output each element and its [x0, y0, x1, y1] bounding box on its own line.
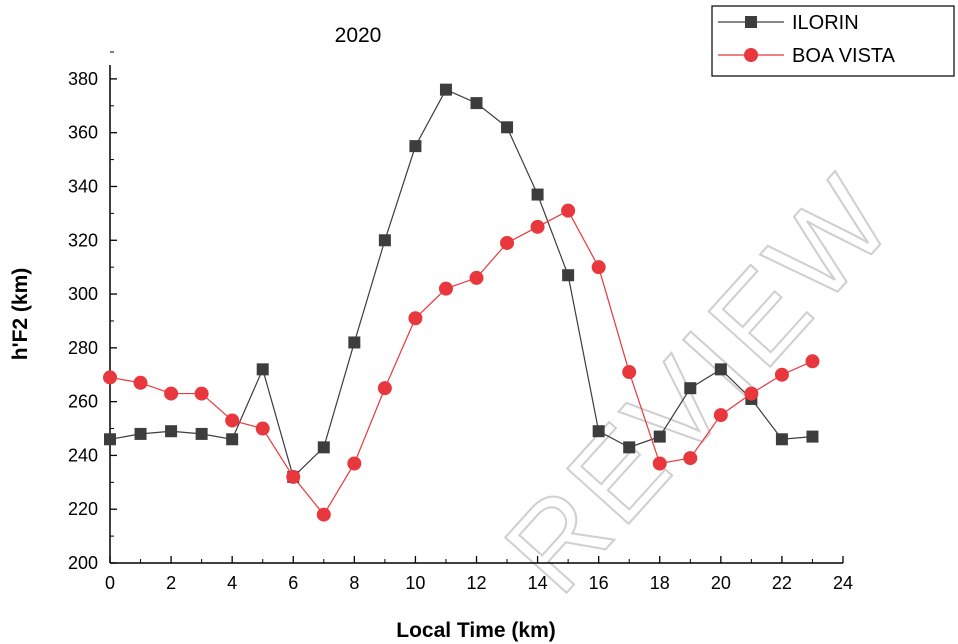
data-point: [256, 363, 269, 376]
x-ticks: 0 2 4 6 8 10 12 14 16 18 20 22 24: [105, 556, 853, 593]
data-point: [194, 386, 209, 401]
data-point: [348, 336, 361, 349]
series-layer: [103, 83, 820, 522]
y-tick-label: 340: [68, 176, 98, 196]
data-point: [713, 408, 728, 423]
y-tick-label: 360: [68, 123, 98, 143]
data-point: [714, 363, 727, 376]
data-point: [561, 203, 576, 218]
data-point: [592, 425, 605, 438]
data-point: [409, 140, 422, 153]
data-point: [164, 386, 179, 401]
data-point: [408, 311, 423, 326]
data-point: [683, 451, 698, 466]
legend: ILORIN BOA VISTA: [711, 5, 955, 77]
data-point: [347, 456, 362, 471]
data-point: [377, 381, 392, 396]
x-tick-label: 4: [227, 573, 237, 593]
legend-label: BOA VISTA: [792, 45, 896, 67]
data-point: [623, 441, 636, 454]
data-point: [805, 354, 820, 369]
data-point: [439, 83, 452, 96]
data-point: [684, 382, 697, 395]
x-tick-label: 20: [711, 573, 731, 593]
series-boa-vista: [103, 203, 820, 522]
data-point: [103, 370, 117, 385]
y-tick-label: 300: [68, 284, 98, 304]
data-point: [500, 235, 515, 250]
x-tick-label: 18: [650, 573, 670, 593]
data-point: [317, 441, 330, 454]
data-point: [226, 433, 239, 446]
y-tick-label: 240: [68, 445, 98, 465]
data-point: [225, 413, 240, 428]
y-tick-label: 280: [68, 338, 98, 358]
legend-label: ILORIN: [792, 12, 859, 34]
data-point: [653, 430, 666, 443]
data-point: [530, 219, 545, 234]
x-tick-label: 16: [589, 573, 609, 593]
data-point: [195, 427, 208, 440]
y-tick-label: 220: [68, 499, 98, 519]
watermark-text: REVIEW: [480, 149, 920, 617]
x-tick-label: 14: [528, 573, 548, 593]
data-point: [744, 386, 759, 401]
y-ticks: 200 220 240 260 280 300 320 340 360 380: [68, 51, 117, 573]
data-point: [133, 375, 148, 390]
chart-title: 2020: [335, 24, 382, 47]
y-tick-label: 380: [68, 69, 98, 89]
data-point: [652, 456, 667, 471]
data-point: [470, 97, 483, 110]
data-point: [134, 427, 147, 440]
data-point: [562, 269, 575, 282]
data-point: [378, 234, 391, 247]
series-ilorin: [104, 83, 819, 483]
data-point: [165, 425, 178, 438]
data-point: [774, 367, 789, 382]
data-point: [104, 433, 116, 446]
data-point: [316, 507, 331, 522]
x-tick-label: 8: [349, 573, 359, 593]
y-tick-label: 320: [68, 230, 98, 250]
x-tick-label: 22: [772, 573, 792, 593]
x-tick-label: 6: [288, 573, 298, 593]
x-tick-label: 0: [105, 573, 115, 593]
data-point: [591, 260, 606, 275]
x-tick-label: 24: [833, 573, 853, 593]
data-point: [806, 430, 819, 443]
x-axis-title: Local Time (km): [396, 619, 556, 642]
data-point: [531, 188, 544, 201]
legend-marker: [744, 48, 758, 62]
legend-marker: [745, 16, 757, 28]
data-point: [775, 433, 788, 446]
data-point: [622, 365, 637, 380]
data-point: [469, 270, 484, 285]
y-tick-label: 260: [68, 392, 98, 412]
y-axis-title: h'F2 (km): [9, 268, 32, 361]
y-tick-label: 200: [68, 553, 98, 573]
x-tick-label: 12: [466, 573, 486, 593]
x-tick-label: 2: [166, 573, 176, 593]
data-point: [255, 421, 270, 436]
x-tick-label: 10: [405, 573, 425, 593]
data-point: [438, 281, 453, 296]
data-point: [286, 469, 301, 484]
data-point: [501, 121, 514, 134]
